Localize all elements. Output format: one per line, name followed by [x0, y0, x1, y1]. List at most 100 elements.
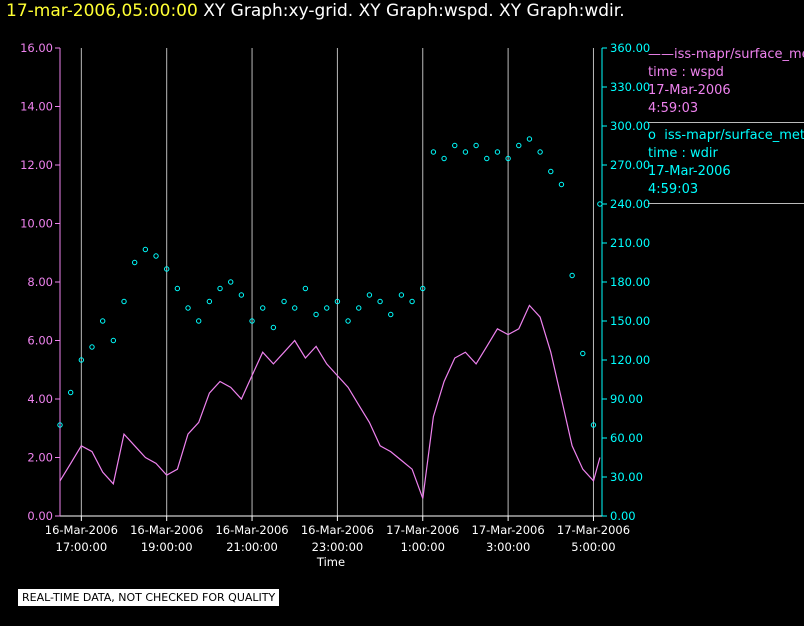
legend: ——iss-mapr/surface_met time : wspd 17-Ma…: [648, 46, 804, 208]
legend-line-symbol: ——: [648, 47, 674, 62]
left-y-tick-label: 12.00: [20, 158, 53, 172]
legend-entry-time: 4:59:03: [648, 182, 699, 197]
right-y-tick-label: 60.00: [610, 431, 643, 445]
wdir-data-point: [441, 155, 447, 162]
wdir-data-point: [153, 253, 159, 259]
wdir-data-point: [558, 181, 565, 188]
wdir-data-point: [228, 279, 234, 285]
right-y-tick-label: 150.00: [610, 314, 650, 328]
legend-divider: [648, 203, 804, 204]
wdir-data-point: [494, 149, 501, 155]
wdir-data-point: [537, 149, 543, 155]
wdir-data-point: [366, 292, 373, 298]
wdir-data-point: [356, 305, 362, 311]
legend-entry-title: ——iss-mapr/surface_met: [648, 46, 804, 64]
wdir-data-point: [580, 350, 586, 357]
wdir-data-point: [569, 272, 575, 279]
wdir-data-point: [131, 259, 138, 266]
right-y-tick-label: 180.00: [610, 275, 650, 289]
x-axis-label: Time: [316, 555, 345, 569]
legend-divider: [648, 122, 804, 123]
wdir-data-point: [505, 155, 511, 162]
x-tick-label-time: 1:00:00: [401, 540, 445, 554]
legend-entry-field: time : wspd: [648, 65, 724, 80]
legend-entry-title: o iss-mapr/surface_met: [648, 127, 804, 145]
wdir-data-point: [452, 142, 458, 149]
wdir-data-point: [409, 298, 415, 305]
wdir-data-point: [420, 285, 426, 292]
right-y-tick-label: 120.00: [610, 353, 650, 367]
wdir-data-point: [345, 318, 351, 324]
x-tick-label-date: 17-Mar-2006: [386, 523, 459, 537]
wdir-data-point: [590, 422, 597, 428]
x-tick-label-date: 17-Mar-2006: [557, 523, 630, 537]
wdir-data-point: [89, 344, 95, 350]
wdir-data-point: [99, 318, 106, 324]
wdir-data-point: [110, 337, 117, 344]
wdir-data-point: [249, 318, 255, 324]
wdir-data-point: [206, 298, 213, 305]
x-tick-label-date: 16-Mar-2006: [45, 523, 118, 537]
wdir-data-point: [324, 305, 330, 311]
left-y-tick-label: 8.00: [27, 275, 53, 289]
wdir-data-point: [281, 298, 287, 305]
wdir-data-point: [377, 298, 383, 305]
left-y-tick-label: 14.00: [20, 100, 53, 114]
right-y-tick-label: 240.00: [610, 197, 650, 211]
left-y-tick-label: 0.00: [27, 509, 53, 523]
wdir-data-point: [142, 246, 149, 253]
wdir-data-point: [388, 311, 394, 318]
right-y-tick-label: 270.00: [610, 158, 650, 172]
wdir-data-point: [121, 298, 127, 305]
wdir-data-point: [270, 324, 277, 331]
x-tick-label-date: 16-Mar-2006: [215, 523, 288, 537]
right-y-tick-label: 30.00: [610, 470, 643, 484]
wdir-data-point: [597, 201, 603, 207]
legend-entry-wspd: ——iss-mapr/surface_met time : wspd 17-Ma…: [648, 46, 804, 118]
legend-entry-field: time : wdir: [648, 146, 718, 161]
wdir-data-point: [238, 292, 245, 298]
left-y-tick-label: 2.00: [27, 451, 53, 465]
left-y-tick-label: 6.00: [27, 334, 53, 348]
legend-entry-time: 4:59:03: [648, 101, 699, 116]
wdir-data-point: [78, 357, 85, 363]
right-y-tick-label: 210.00: [610, 236, 650, 250]
left-y-tick-label: 4.00: [27, 392, 53, 406]
wdir-data-point: [430, 149, 437, 155]
x-tick-label-date: 16-Mar-2006: [301, 523, 374, 537]
header-timestamp: 17-mar-2006,05:00:00: [6, 1, 198, 21]
right-y-tick-label: 300.00: [610, 119, 650, 133]
header-graph-list: XY Graph:xy-grid. XY Graph:wspd. XY Grap…: [203, 1, 625, 21]
legend-series-name: iss-mapr/surface_met: [674, 47, 804, 62]
wdir-data-point: [185, 305, 191, 311]
right-y-tick-label: 360.00: [610, 41, 650, 55]
x-tick-label-time: 23:00:00: [312, 540, 364, 554]
x-tick-label-time: 3:00:00: [486, 540, 530, 554]
wdir-data-point: [398, 292, 405, 298]
wdir-data-point: [196, 318, 202, 324]
x-tick-label-date: 17-Mar-2006: [472, 523, 545, 537]
wdir-data-point: [57, 422, 63, 428]
wdir-data-point: [462, 149, 469, 155]
legend-entry-wdir: o iss-mapr/surface_met time : wdir 17-Ma…: [648, 127, 804, 199]
legend-entry-date: 17-Mar-2006: [648, 83, 731, 98]
x-tick-label-time: 21:00:00: [226, 540, 278, 554]
right-y-tick-label: 90.00: [610, 392, 643, 406]
left-y-tick-label: 10.00: [20, 217, 53, 231]
wdir-data-point: [302, 285, 309, 292]
wdir-data-point: [526, 136, 533, 142]
x-tick-label-date: 16-Mar-2006: [130, 523, 203, 537]
wdir-data-point: [163, 266, 170, 272]
x-tick-label-time: 5:00:00: [571, 540, 615, 554]
quality-disclaimer: REAL-TIME DATA, NOT CHECKED FOR QUALITY: [18, 589, 280, 606]
left-y-tick-label: 16.00: [20, 41, 53, 55]
wdir-data-point: [334, 298, 341, 305]
x-tick-label-time: 17:00:00: [56, 540, 108, 554]
wdir-data-point: [473, 142, 479, 149]
wdir-data-point: [260, 305, 266, 311]
wdir-data-point: [516, 142, 522, 149]
wdir-data-point: [292, 305, 298, 311]
right-y-tick-label: 0.00: [610, 509, 636, 523]
wspd-series-line: [59, 304, 601, 499]
